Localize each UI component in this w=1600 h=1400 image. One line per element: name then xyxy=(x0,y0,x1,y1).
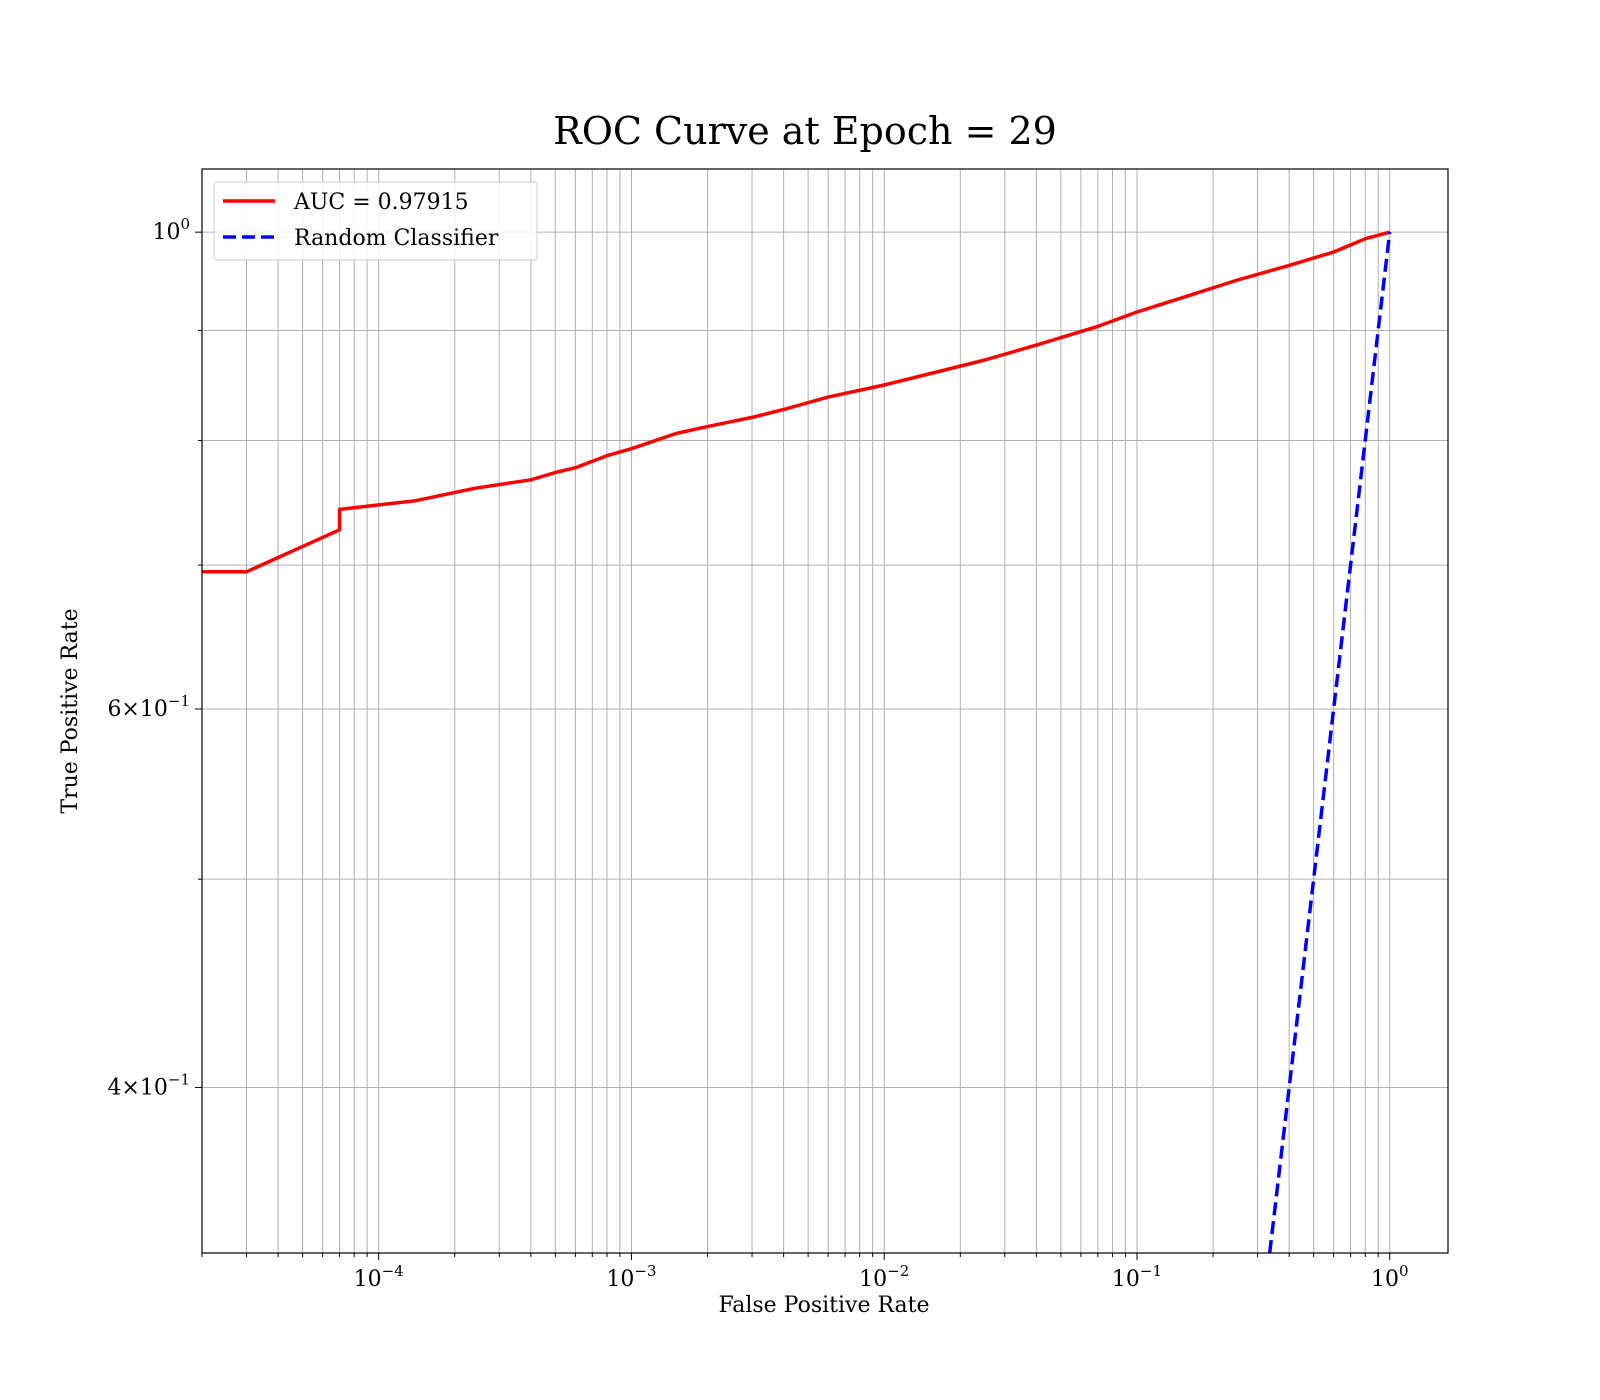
x-tick-label: 100 xyxy=(1371,1262,1409,1292)
legend-box xyxy=(213,181,538,261)
series-layer xyxy=(202,230,1392,1253)
legend-label-auc: AUC = 0.97915 xyxy=(293,190,469,215)
plot-frame xyxy=(201,168,1449,1254)
x-tick-label: 10−1 xyxy=(1112,1262,1162,1292)
x-tick-label: 10−3 xyxy=(606,1262,656,1292)
x-axis-label: False Positive Rate xyxy=(718,1293,929,1318)
tick-marks xyxy=(195,231,1391,1260)
x-tick-label: 10−2 xyxy=(859,1262,909,1292)
random-classifier-line xyxy=(1267,231,1392,1253)
legend: AUC = 0.97915 Random Classifier xyxy=(213,181,538,261)
grid-lines xyxy=(201,169,1448,1253)
x-tick-label: 10−4 xyxy=(354,1262,404,1292)
tick-labels: 10−4 10−3 10−2 10−1 100 4×10−1 6×10−1 100 xyxy=(107,215,1408,1292)
y-tick-label: 6×10−1 xyxy=(107,692,190,722)
roc-curve-line xyxy=(202,230,1391,574)
legend-label-random: Random Classifier xyxy=(294,226,499,251)
y-tick-label: 4×10−1 xyxy=(107,1070,190,1100)
y-tick-label: 100 xyxy=(152,215,190,245)
chart-title: ROC Curve at Epoch = 29 xyxy=(553,109,1057,153)
y-axis-label: True Positive Rate xyxy=(58,608,83,813)
